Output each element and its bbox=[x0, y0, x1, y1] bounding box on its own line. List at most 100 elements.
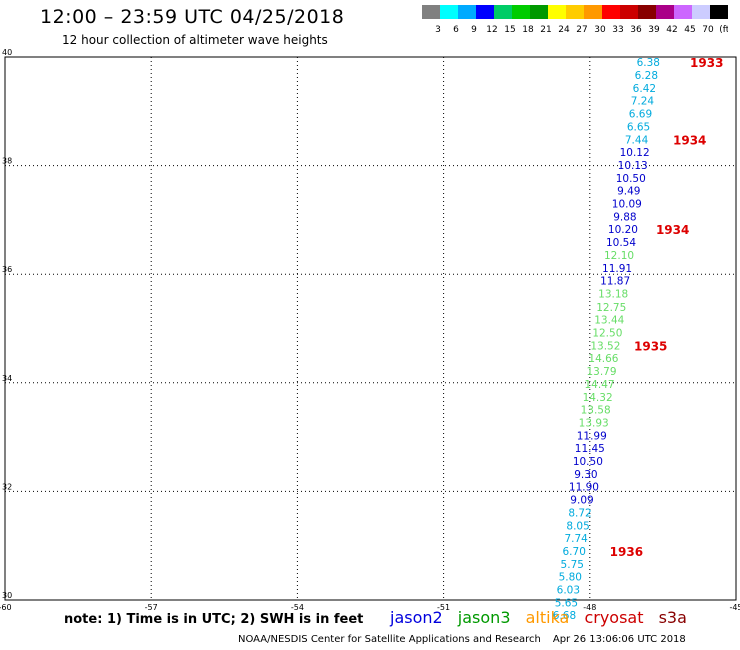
pass-time-label: 1934 bbox=[673, 134, 706, 148]
y-tick-label: 38 bbox=[2, 157, 12, 166]
page-title: 12:00 – 23:59 UTC 04/25/2018 bbox=[40, 6, 345, 28]
color-scale-label: 39 bbox=[648, 25, 660, 35]
wave-height-point: 14.66 bbox=[588, 353, 618, 365]
color-swatch bbox=[440, 5, 458, 19]
wave-height-point: 13.93 bbox=[579, 417, 609, 429]
color-swatch bbox=[548, 5, 566, 19]
page-subtitle: 12 hour collection of altimeter wave hei… bbox=[62, 33, 328, 47]
color-swatch bbox=[476, 5, 494, 19]
color-scale-label: 70 bbox=[702, 25, 714, 35]
color-swatch bbox=[530, 5, 548, 19]
color-swatch bbox=[494, 5, 512, 19]
color-scale-label: 27 bbox=[576, 25, 587, 35]
credit-line: NOAA/NESDIS Center for Satellite Applica… bbox=[238, 634, 686, 645]
x-tick-label: -45 bbox=[729, 603, 740, 612]
wave-height-point: 5.65 bbox=[555, 598, 578, 610]
color-swatch bbox=[656, 5, 674, 19]
wave-height-point: 6.70 bbox=[563, 546, 586, 558]
wave-height-point: 8.72 bbox=[568, 508, 591, 520]
color-swatch bbox=[512, 5, 530, 19]
color-scale-label: 33 bbox=[612, 25, 623, 35]
color-swatch bbox=[710, 5, 728, 19]
color-swatch bbox=[674, 5, 692, 19]
color-scale-label: 30 bbox=[594, 25, 606, 35]
wave-height-point: 11.45 bbox=[575, 443, 605, 455]
color-scale-label: 9 bbox=[471, 25, 477, 35]
color-scale-label: 24 bbox=[558, 25, 570, 35]
wave-height-point: 13.58 bbox=[581, 404, 611, 416]
credit-text: NOAA/NESDIS Center for Satellite Applica… bbox=[238, 634, 541, 645]
wave-height-point: 5.80 bbox=[559, 572, 582, 584]
color-swatch bbox=[566, 5, 584, 19]
wave-height-point: 11.87 bbox=[600, 276, 630, 288]
y-tick-label: 36 bbox=[2, 265, 12, 274]
color-swatch bbox=[584, 5, 602, 19]
wave-height-point: 11.90 bbox=[569, 482, 599, 494]
wave-height-point: 10.54 bbox=[606, 237, 636, 249]
wave-height-point: 6.65 bbox=[627, 122, 650, 134]
color-scale-label: 18 bbox=[522, 25, 534, 35]
generated-timestamp: Apr 26 13:06:06 UTC 2018 bbox=[552, 634, 686, 645]
pass-time-label: 1936 bbox=[610, 545, 643, 559]
wave-height-point: 7.44 bbox=[625, 135, 649, 147]
wave-height-point: 12.10 bbox=[604, 250, 634, 262]
y-tick-label: 34 bbox=[2, 374, 12, 383]
wave-height-point: 12.50 bbox=[592, 327, 622, 339]
wave-height-point: 13.44 bbox=[594, 314, 624, 326]
color-swatch bbox=[458, 5, 476, 19]
x-tick-label: -51 bbox=[437, 603, 450, 612]
color-scale-label: (ft) bbox=[719, 25, 728, 35]
pass-time-label: 1934 bbox=[656, 223, 689, 237]
satellite-legend: jason2 jason3 altika cryosat s3a bbox=[390, 608, 697, 627]
wave-height-point: 6.38 bbox=[637, 57, 660, 69]
satellite-label-jason3: jason3 bbox=[457, 608, 511, 627]
wave-height-point: 8.05 bbox=[566, 521, 589, 533]
wave-height-point: 10.50 bbox=[616, 173, 646, 185]
color-scale-label: 36 bbox=[630, 25, 642, 35]
footer-note: note: 1) Time is in UTC; 2) SWH is in fe… bbox=[64, 612, 364, 627]
wave-height-point: 5.75 bbox=[561, 559, 584, 571]
x-tick-label: -57 bbox=[145, 603, 158, 612]
wave-height-point: 7.24 bbox=[631, 95, 655, 107]
wave-height-point: 11.91 bbox=[602, 263, 632, 275]
wave-height-point: 10.12 bbox=[620, 147, 650, 159]
wave-height-point: 13.79 bbox=[586, 366, 616, 378]
wave-height-point: 14.32 bbox=[583, 392, 613, 404]
wave-height-point: 11.99 bbox=[577, 430, 607, 442]
wave-height-point: 13.52 bbox=[590, 340, 620, 352]
wave-height-point: 9.09 bbox=[570, 495, 593, 507]
plot-frame bbox=[4, 56, 737, 601]
y-tick-label: 32 bbox=[2, 482, 12, 491]
wave-height-point: 6.69 bbox=[629, 108, 652, 120]
wave-height-point: 12.75 bbox=[596, 302, 626, 314]
wave-height-point: 9.88 bbox=[613, 212, 636, 224]
pass-time-label: 1935 bbox=[634, 339, 667, 353]
wave-height-point: 9.30 bbox=[574, 469, 597, 481]
x-tick-label: -60 bbox=[0, 603, 12, 612]
x-tick-label: -54 bbox=[291, 603, 304, 612]
wave-height-point: 10.13 bbox=[618, 160, 648, 172]
color-swatch bbox=[638, 5, 656, 19]
pass-time-label: 1933 bbox=[690, 56, 723, 70]
wave-height-point: 6.42 bbox=[633, 83, 656, 95]
wave-height-point: 9.49 bbox=[617, 186, 640, 198]
wave-height-point: 13.18 bbox=[598, 289, 628, 301]
color-swatch bbox=[422, 5, 440, 19]
y-tick-label: 30 bbox=[2, 591, 12, 600]
y-tick-label: 40 bbox=[2, 48, 12, 57]
color-swatch bbox=[602, 5, 620, 19]
color-swatch bbox=[620, 5, 638, 19]
wave-height-point: 10.09 bbox=[612, 199, 642, 211]
color-scale-label: 21 bbox=[540, 25, 551, 35]
color-scale-label: 15 bbox=[504, 25, 515, 35]
x-tick-label: -48 bbox=[583, 603, 596, 612]
color-scale-label: 12 bbox=[486, 25, 497, 35]
wave-height-point: 14.47 bbox=[585, 379, 615, 391]
wave-height-point: 6.68 bbox=[553, 610, 576, 622]
wave-height-point: 6.28 bbox=[635, 70, 658, 82]
color-swatch bbox=[692, 5, 710, 19]
wave-height-point: 10.50 bbox=[573, 456, 603, 468]
satellite-label-altika: altika bbox=[525, 608, 570, 627]
